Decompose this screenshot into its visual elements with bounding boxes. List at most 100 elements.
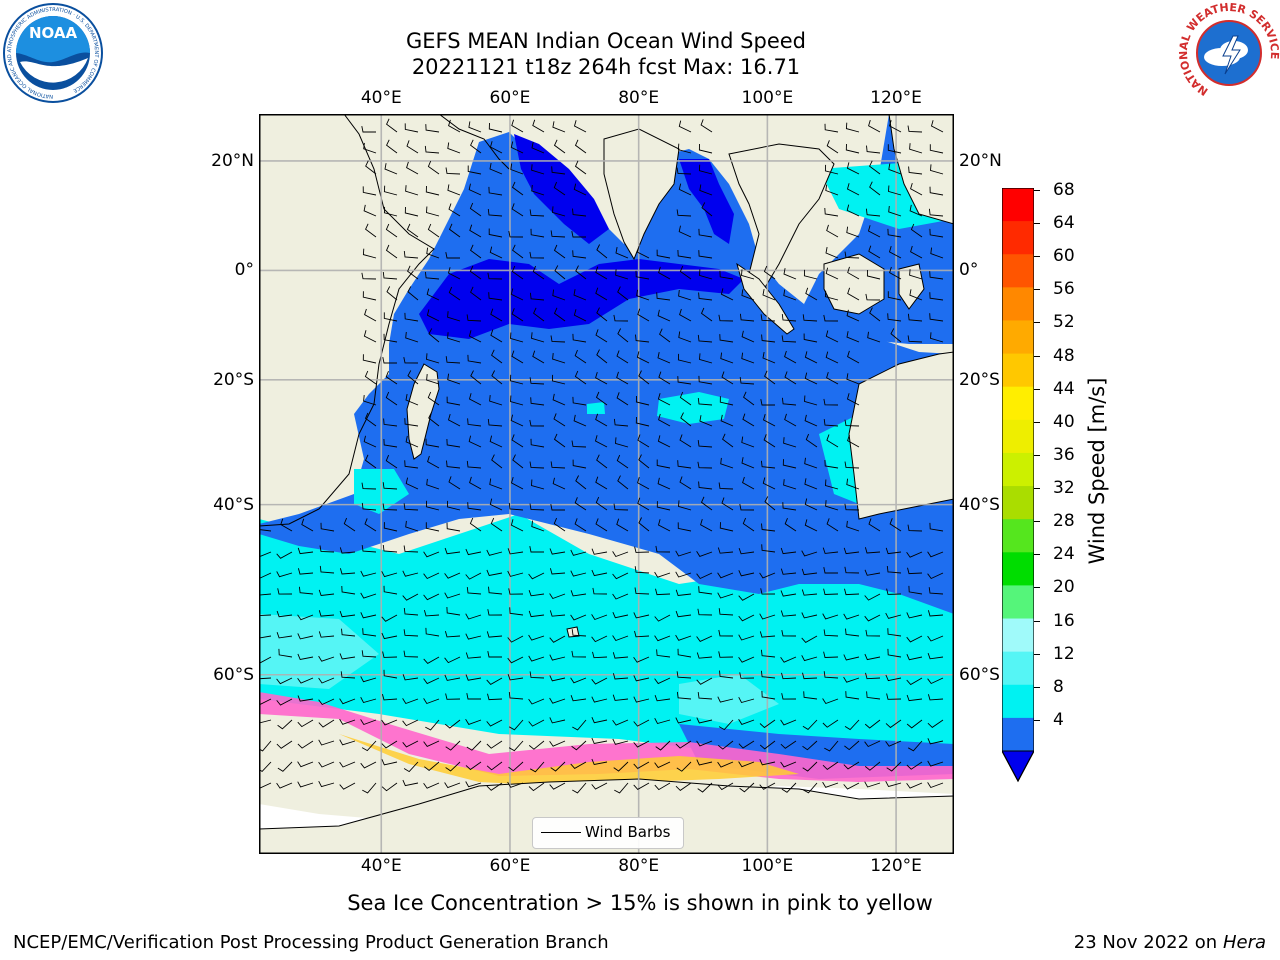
wind-barb: [930, 164, 944, 175]
wind-barb: [592, 587, 608, 595]
wind-barb: [383, 669, 398, 679]
wind-barb: [764, 496, 776, 511]
wind-barb: [846, 183, 860, 196]
wind-barb: [407, 370, 419, 385]
wind-barb: [614, 782, 629, 794]
wind-barb: [741, 269, 755, 280]
wind-barb: [383, 418, 398, 427]
wind-barb: [843, 547, 860, 555]
wind-barb: [447, 184, 461, 196]
wind-barb: [635, 416, 650, 427]
wind-barb: [402, 674, 419, 681]
wind-barb: [699, 415, 713, 427]
wind-barb: [927, 572, 944, 580]
wind-barb: [697, 692, 713, 700]
wind-barb: [700, 518, 713, 532]
wind-barb: [529, 503, 545, 511]
wind-barb: [573, 309, 587, 322]
wind-barb: [679, 434, 692, 448]
wind-barb: [549, 610, 566, 617]
arabia-coast: [438, 114, 510, 170]
wind-barb: [801, 612, 818, 619]
wind-barb: [444, 630, 461, 638]
wind-barb: [696, 572, 713, 580]
wind-barb: [612, 673, 629, 680]
wind-barb: [487, 272, 503, 280]
wind-barb: [596, 349, 608, 364]
wind-barb: [910, 245, 923, 259]
lon-tick-top: 120°E: [870, 88, 922, 108]
wind-barb: [406, 140, 419, 154]
wind-barb: [760, 670, 776, 679]
wind-barb: [318, 739, 335, 746]
wind-barb: [595, 518, 608, 532]
wind-barb: [403, 545, 419, 553]
wind-barb: [403, 357, 419, 364]
wind-barb: [448, 476, 461, 490]
wind-barb: [738, 547, 755, 555]
wind-barb: [426, 309, 440, 322]
wind-barb: [508, 588, 524, 595]
wind-barb: [425, 438, 440, 448]
colorbar-tick-label: 68: [1053, 180, 1075, 200]
wind-barb: [591, 548, 608, 555]
wind-barb: [659, 328, 671, 343]
wind-barb: [802, 672, 818, 680]
wind-barb: [447, 332, 461, 343]
wind-barb: [595, 391, 608, 406]
wind-barb: [888, 163, 902, 175]
colorbar-tick-label: 40: [1053, 411, 1075, 432]
wind-barb: [698, 375, 713, 385]
wind-barb: [465, 761, 482, 771]
legend-line-sample: [541, 832, 581, 833]
wind-barb: [929, 228, 944, 238]
colorbar-tick-label: 36: [1053, 444, 1075, 465]
wind-barb: [570, 570, 587, 577]
wind-barb: [428, 412, 440, 427]
wind-barb: [277, 719, 293, 730]
wind-barb: [784, 371, 797, 385]
wind-barb: [424, 271, 440, 280]
wind-barb: [824, 123, 839, 133]
wind-barb: [276, 610, 293, 618]
wind-barb: [553, 181, 566, 196]
wind-barb: [617, 286, 629, 301]
wind-barb: [717, 696, 734, 703]
wind-barb: [360, 592, 377, 599]
wind-barb: [444, 572, 461, 579]
wind-barb: [616, 371, 629, 385]
wind-barb: [591, 677, 608, 685]
wind-barb: [446, 606, 461, 616]
colorbar-bin: [1002, 188, 1034, 222]
wind-barb: [404, 206, 419, 217]
wind-barb: [700, 496, 713, 511]
wind-barb: [486, 782, 503, 791]
wind-barb: [634, 587, 650, 595]
lat-tick-left: 20°S: [213, 369, 254, 390]
wind-barb: [465, 674, 482, 681]
wind-barb: [847, 350, 860, 364]
wind-barb: [699, 269, 713, 280]
wind-barb: [742, 517, 755, 532]
wind-barb: [654, 635, 671, 642]
wind-barb: [529, 209, 545, 217]
wind-barb: [722, 433, 734, 448]
lat-tick-right: 20°S: [959, 369, 1000, 390]
wind-barb: [386, 118, 398, 133]
wind-barb: [718, 608, 734, 616]
wind-barb: [508, 719, 524, 731]
wind-barb: [907, 567, 923, 575]
wind-barb: [637, 434, 650, 448]
wind-barb: [528, 572, 545, 580]
wind-barb: [468, 121, 482, 133]
wind-barb: [930, 120, 944, 133]
wind-barb: [510, 476, 524, 490]
wind-barb: [887, 648, 902, 658]
wind-barb: [531, 164, 545, 175]
wind-barb: [510, 414, 524, 427]
wind-barb: [554, 265, 566, 280]
wind-barb: [823, 588, 839, 595]
wind-barb: [486, 761, 503, 771]
wind-barb: [617, 475, 629, 490]
wind-barb: [822, 781, 839, 788]
